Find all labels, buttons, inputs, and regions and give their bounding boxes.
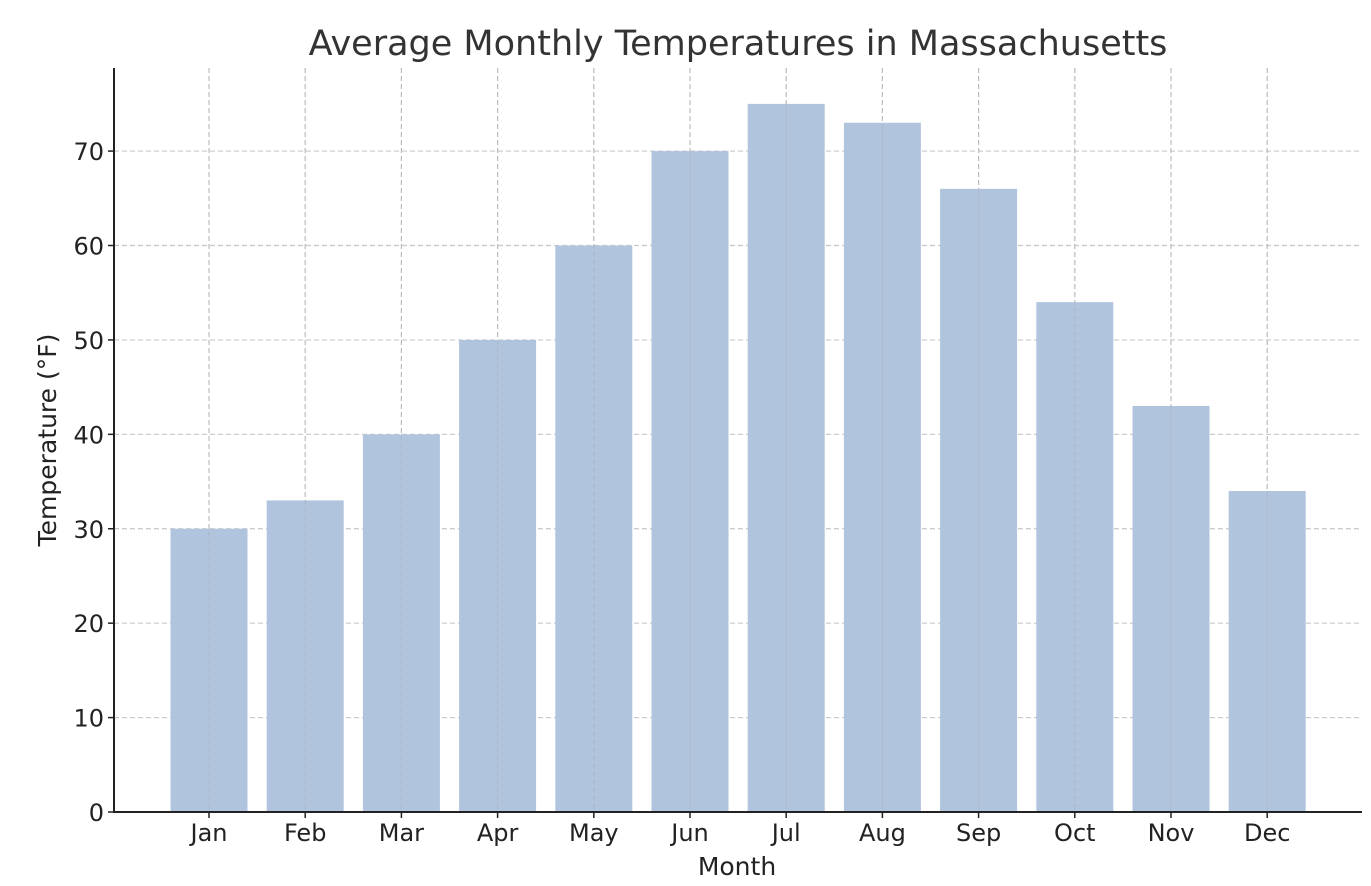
x-tick-label: Dec [1244, 819, 1290, 847]
y-tick-label: 20 [73, 610, 104, 638]
bar-jan [170, 528, 248, 812]
bar-oct [1036, 302, 1114, 812]
bar-may [555, 245, 633, 812]
y-tick-label: 70 [73, 138, 104, 166]
bar-apr [459, 339, 537, 812]
bar-aug [843, 122, 921, 813]
bar-jul [747, 103, 825, 812]
x-tick-label: Sep [956, 819, 1001, 847]
x-tick-label: May [569, 819, 619, 847]
bar-feb [266, 500, 344, 812]
y-tick-label: 10 [73, 705, 104, 733]
bars [170, 68, 1306, 813]
x-tick-label: Feb [284, 819, 327, 847]
bar-sep [940, 188, 1018, 813]
x-tick-label: Apr [477, 819, 519, 847]
x-tick-label: Oct [1054, 819, 1096, 847]
y-tick-label: 0 [89, 799, 104, 827]
y-axis-label: Temperature (°F) [33, 334, 62, 548]
y-tick-label: 40 [73, 421, 104, 449]
x-axis-label: Month [698, 852, 776, 881]
bar-dec [1228, 490, 1306, 812]
x-tick-label: Jul [770, 819, 801, 847]
bar-jun [651, 151, 729, 812]
x-tick-label: Jun [669, 819, 709, 847]
x-tick-label: Jan [189, 819, 228, 847]
x-ticks: Jan Feb Mar Apr May Jun Jul Aug Sep Oct Nov Dec [189, 812, 1290, 847]
bar-mar [362, 434, 440, 812]
axes [113, 68, 1362, 813]
y-tick-label: 50 [73, 327, 104, 355]
y-tick-label: 30 [73, 516, 104, 544]
y-tick-label: 60 [73, 233, 104, 261]
x-tick-label: Aug [859, 819, 906, 847]
x-tick-label: Nov [1148, 819, 1195, 847]
y-ticks: 0 10 20 30 40 50 60 70 [73, 138, 114, 827]
chart-title: Average Monthly Temperatures in Massachu… [309, 24, 1168, 64]
bar-nov [1132, 406, 1210, 812]
x-tick-label: Mar [379, 819, 424, 847]
